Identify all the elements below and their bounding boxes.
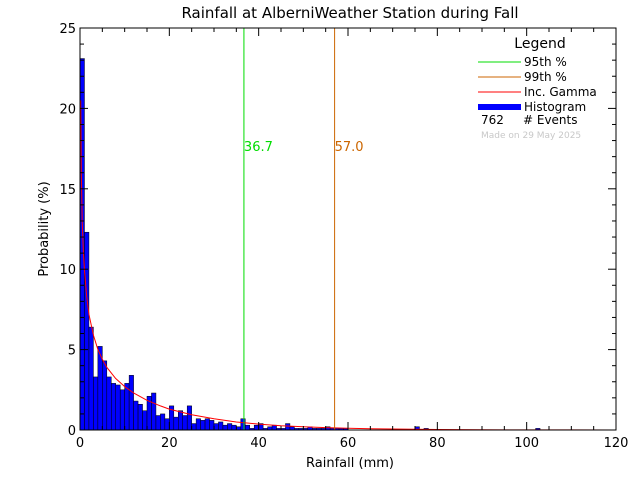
x-tick-label: 20 bbox=[161, 436, 178, 451]
y-tick-label: 0 bbox=[68, 424, 76, 439]
histogram-bar bbox=[133, 400, 139, 431]
histogram-bar bbox=[142, 410, 148, 431]
histogram-bar bbox=[115, 384, 121, 431]
x-tick-label: 80 bbox=[429, 436, 446, 451]
histogram-bar bbox=[93, 376, 99, 431]
histogram-bar bbox=[222, 424, 228, 431]
x-axis-label: Rainfall (mm) bbox=[306, 456, 394, 471]
x-tick-label: 120 bbox=[604, 436, 629, 451]
histogram-bar bbox=[137, 404, 143, 431]
histogram-bar bbox=[119, 389, 125, 431]
histogram-bar bbox=[240, 418, 246, 431]
x-tick-label: 40 bbox=[250, 436, 267, 451]
x-tick-label: 0 bbox=[76, 436, 84, 451]
legend-events-count: 762 bbox=[481, 113, 504, 127]
histogram-bar bbox=[106, 376, 112, 431]
histogram-bar bbox=[128, 375, 134, 431]
histogram-bar bbox=[111, 383, 116, 431]
histogram-bar bbox=[155, 415, 161, 431]
histogram-bar bbox=[88, 326, 94, 431]
legend-label: Histogram bbox=[524, 100, 586, 114]
histogram-bar bbox=[102, 360, 108, 431]
p99-label: 57.0 bbox=[335, 140, 364, 155]
histogram-bar bbox=[173, 416, 179, 431]
histogram-bar bbox=[227, 423, 233, 431]
legend-label: 95th % bbox=[524, 55, 567, 69]
p95-label: 36.7 bbox=[244, 140, 273, 155]
histogram-bar bbox=[200, 420, 206, 431]
histogram-bar bbox=[285, 423, 291, 431]
legend-label: 99th % bbox=[524, 70, 567, 84]
histogram-bar bbox=[191, 423, 197, 431]
y-tick-label: 15 bbox=[59, 183, 76, 198]
legend-events-label: # Events bbox=[523, 113, 578, 127]
inc-gamma-curve bbox=[80, 100, 617, 431]
histogram-bar bbox=[218, 421, 224, 431]
x-tick-label: 100 bbox=[514, 436, 539, 451]
inc-gamma-curve-group bbox=[80, 100, 617, 431]
x-tick-label: 60 bbox=[340, 436, 357, 451]
histogram-bar bbox=[209, 420, 215, 431]
histogram-bar bbox=[204, 418, 210, 431]
histogram-bar bbox=[178, 410, 183, 431]
histogram-bar bbox=[182, 415, 188, 431]
legend-label: Inc. Gamma bbox=[524, 85, 597, 99]
y-tick-label: 25 bbox=[59, 22, 76, 37]
histogram-bar bbox=[124, 383, 130, 431]
histogram-bar bbox=[186, 405, 192, 431]
percentile-lines: 36.7 57.0 bbox=[243, 28, 364, 430]
histogram-bar bbox=[195, 418, 201, 431]
histogram-bar bbox=[271, 424, 277, 431]
legend-title: Legend bbox=[514, 36, 565, 52]
histogram-bars bbox=[79, 58, 541, 431]
made-on-note: Made on 29 May 2025 bbox=[481, 131, 581, 141]
chart-title: Rainfall at AlberniWeather Station durin… bbox=[181, 4, 518, 22]
histogram-bar bbox=[231, 424, 237, 431]
histogram-bar bbox=[245, 424, 250, 431]
histogram-bar bbox=[253, 424, 259, 431]
histogram-bar bbox=[160, 413, 166, 431]
y-tick-label: 5 bbox=[68, 344, 76, 359]
y-axis-label: Probability (%) bbox=[37, 181, 52, 276]
axis-ticks bbox=[79, 27, 617, 431]
histogram-bar bbox=[151, 392, 157, 431]
histogram-bar bbox=[84, 231, 90, 431]
histogram-bar bbox=[164, 418, 170, 431]
histogram-bar bbox=[213, 423, 219, 431]
axis-tick-labels: 0 20 40 60 80 100 120 0 5 10 15 20 25 bbox=[59, 22, 628, 451]
y-tick-label: 20 bbox=[59, 102, 76, 117]
y-tick-label: 10 bbox=[59, 263, 76, 278]
